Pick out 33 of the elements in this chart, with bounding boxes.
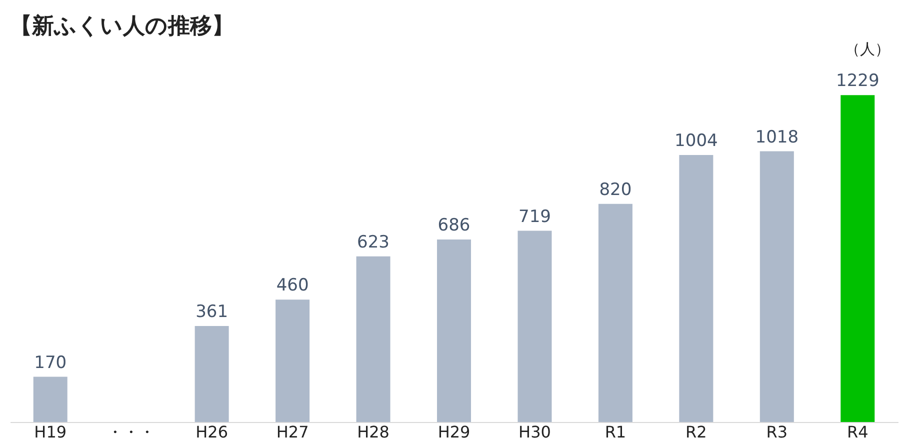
x-tick-label: R4 <box>846 422 868 442</box>
data-label: 820 <box>599 180 632 200</box>
bar <box>194 326 229 422</box>
data-label: 686 <box>438 216 470 236</box>
x-tick-label: H26 <box>196 422 228 442</box>
x-tick-label: H19 <box>34 422 67 442</box>
bar <box>437 240 471 422</box>
x-tick-label: R2 <box>686 422 707 442</box>
chart-title: 【新ふくい人の推移】 <box>10 13 234 39</box>
bar <box>276 300 310 422</box>
data-label: 1229 <box>836 71 880 92</box>
x-tick-label: H30 <box>518 422 551 442</box>
data-label: 170 <box>34 352 67 373</box>
data-label: 623 <box>357 232 390 252</box>
data-label: 1004 <box>674 130 718 151</box>
bar <box>840 95 875 422</box>
x-tick-label: H29 <box>438 422 470 442</box>
x-tick-label: R1 <box>604 422 626 442</box>
data-label: 361 <box>196 302 228 322</box>
bar <box>356 256 390 422</box>
x-tick-label: H28 <box>357 422 390 442</box>
data-label: 719 <box>518 206 551 227</box>
x-tick-label: R3 <box>766 422 788 442</box>
bar <box>679 154 714 422</box>
bar <box>598 204 632 422</box>
x-tick-label: H27 <box>276 422 309 442</box>
x-tick-label: ・・・ <box>107 422 156 442</box>
bar <box>518 230 552 422</box>
bar <box>760 151 794 422</box>
y-axis-title: （人） <box>845 40 890 58</box>
data-label: 1018 <box>755 127 799 148</box>
data-label: 460 <box>276 276 309 296</box>
bar <box>33 376 68 422</box>
